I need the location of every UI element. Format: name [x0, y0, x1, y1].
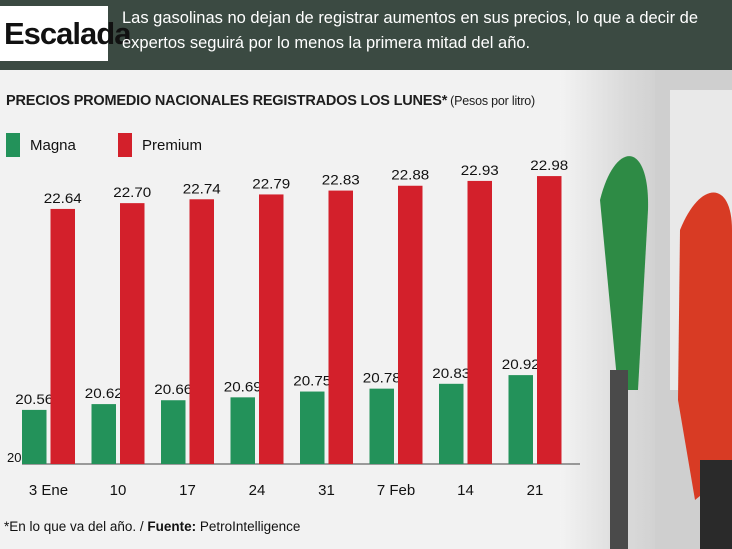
chart-footer: *En lo que va del año. / Fuente: PetroIn… — [4, 519, 300, 534]
bar-magna-7 — [508, 375, 533, 464]
chart-title: PRECIOS PROMEDIO NACIONALES REGISTRADOS … — [6, 93, 535, 109]
y-base-label: 20 — [7, 450, 21, 465]
data-label-premium-5: 22.88 — [391, 167, 429, 183]
data-label-premium-1: 22.70 — [113, 184, 151, 200]
data-label-magna-7: 20.92 — [502, 356, 540, 372]
data-label-premium-4: 22.83 — [322, 172, 360, 188]
data-label-premium-0: 22.64 — [44, 190, 82, 206]
bar-premium-5 — [398, 185, 423, 465]
legend-label-premium: Premium — [142, 136, 203, 154]
footnote: *En lo que va del año. / — [4, 519, 148, 534]
data-label-premium-7: 22.98 — [530, 157, 568, 173]
data-label-magna-3: 20.69 — [224, 378, 262, 394]
legend-magna: Magna — [6, 133, 76, 157]
data-label-magna-0: 20.56 — [15, 391, 53, 407]
bar-premium-7 — [537, 176, 562, 464]
chart-unit: (Pesos por litro) — [450, 94, 535, 108]
bar-premium-0 — [50, 208, 75, 464]
legend-label-magna: Magna — [30, 136, 76, 154]
data-label-magna-4: 20.75 — [293, 373, 331, 389]
bar-magna-6 — [439, 383, 464, 464]
legend-premium: Premium — [118, 133, 202, 157]
header-description: Las gasolinas no dejan de registrar aume… — [122, 9, 699, 52]
data-label-premium-3: 22.79 — [252, 175, 290, 191]
data-label-premium-6: 22.93 — [461, 162, 499, 178]
source-name: PetroIntelligence — [196, 519, 301, 534]
x-tick-label-0: 3 Ene — [29, 482, 68, 499]
bar-magna-1 — [91, 404, 116, 464]
gas-pump-photo — [560, 70, 732, 549]
data-label-premium-2: 22.74 — [183, 180, 221, 196]
x-tick-label-4: 31 — [318, 482, 335, 499]
bar-magna-5 — [369, 388, 394, 464]
data-label-magna-2: 20.66 — [154, 381, 192, 397]
legend-swatch-magna — [6, 133, 20, 157]
bar-magna-3 — [230, 397, 255, 464]
source-label: Fuente: — [147, 519, 197, 534]
x-tick-label-5: 7 Feb — [377, 482, 415, 499]
data-label-magna-5: 20.78 — [363, 370, 401, 386]
x-tick-label-1: 10 — [110, 482, 127, 499]
data-label-magna-1: 20.62 — [85, 385, 123, 401]
x-tick-label-2: 17 — [179, 482, 196, 499]
x-tick-label-3: 24 — [249, 482, 266, 499]
legend-swatch-premium — [118, 133, 132, 157]
bar-premium-1 — [120, 203, 145, 464]
data-label-magna-6: 20.83 — [432, 365, 470, 381]
bar-magna-4 — [300, 391, 325, 464]
bar-magna-0 — [22, 409, 47, 464]
bar-premium-4 — [328, 190, 353, 464]
bar-premium-6 — [467, 180, 492, 464]
x-tick-label-6: 14 — [457, 482, 474, 499]
chart-title-text: PRECIOS PROMEDIO NACIONALES REGISTRADOS … — [6, 93, 448, 109]
bar-magna-2 — [161, 400, 186, 464]
header-bar: Escalada Las gasolinas no dejan de regis… — [0, 0, 732, 70]
bar-premium-2 — [189, 199, 214, 464]
bar-premium-3 — [259, 194, 284, 465]
bar-chart: 20 20.56 22.64 3 Ene 20.62 22.70 10 20.66 22.74… — [7, 157, 580, 499]
x-tick-label-7: 21 — [527, 482, 544, 499]
